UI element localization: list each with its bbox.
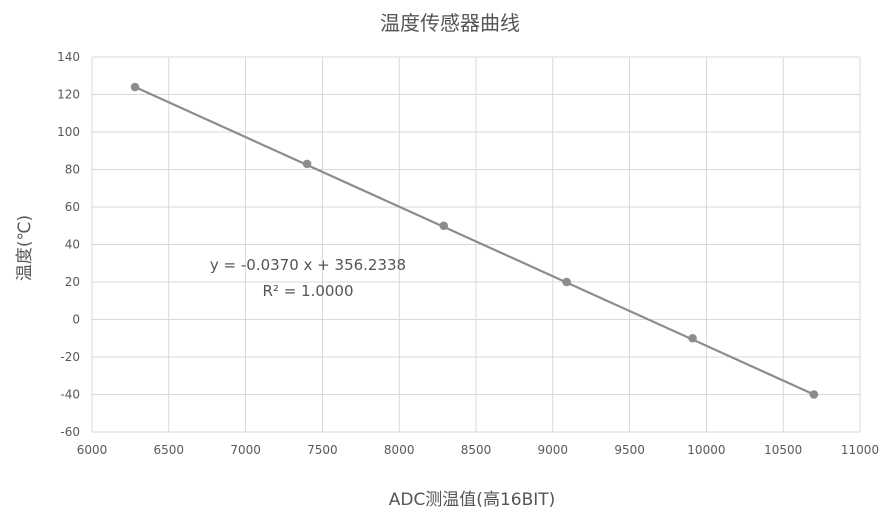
trendline: [134, 85, 815, 396]
x-tick-label: 10500: [764, 443, 802, 457]
trendline-r-squared: R² = 1.0000: [262, 282, 353, 300]
y-tick-label: 100: [57, 125, 80, 139]
x-axis-label: ADC测温值(高16BIT): [389, 490, 556, 510]
x-tick-label: 6000: [77, 443, 108, 457]
chart-title: 温度传感器曲线: [380, 11, 520, 35]
y-tick-label: 0: [72, 313, 80, 327]
x-tick-label: 10000: [687, 443, 725, 457]
data-point: [562, 277, 571, 287]
y-tick-labels: -60 -40 -20 0 20 40 60 80 100 120 140: [57, 50, 80, 439]
data-point: [809, 390, 819, 399]
y-tick-label: -20: [60, 350, 80, 364]
x-tick-label: 8000: [384, 443, 415, 457]
data-point: [439, 221, 449, 231]
y-tick-label: -40: [60, 388, 80, 402]
y-tick-label: 20: [65, 275, 80, 289]
x-tick-label: 7500: [307, 443, 338, 457]
y-axis-label: 温度(℃): [15, 215, 35, 281]
y-tick-label: 80: [65, 163, 80, 177]
y-tick-label: -60: [60, 425, 80, 439]
y-tick-label: 40: [65, 238, 80, 252]
x-tick-label: 9500: [614, 443, 645, 457]
data-point: [688, 333, 697, 343]
x-tick-label: 7000: [230, 443, 261, 457]
data-point: [130, 82, 140, 92]
y-tick-label: 120: [57, 88, 80, 102]
data-point: [302, 159, 312, 169]
x-tick-labels: 6000 6500 7000 7500 8000 8500 9000 9500 10000 105…: [77, 443, 879, 457]
data-points: [130, 82, 819, 399]
x-tick-label: 11000: [841, 443, 879, 457]
x-tick-label: 9000: [538, 443, 569, 457]
y-tick-label: 60: [65, 200, 80, 214]
x-tick-label: 8500: [461, 443, 492, 457]
trendline-equation: y = -0.0370 x + 356.2338: [210, 256, 406, 274]
grid: [91, 56, 861, 433]
x-tick-label: 6500: [154, 443, 185, 457]
y-tick-label: 140: [57, 50, 80, 64]
series: [134, 85, 815, 396]
